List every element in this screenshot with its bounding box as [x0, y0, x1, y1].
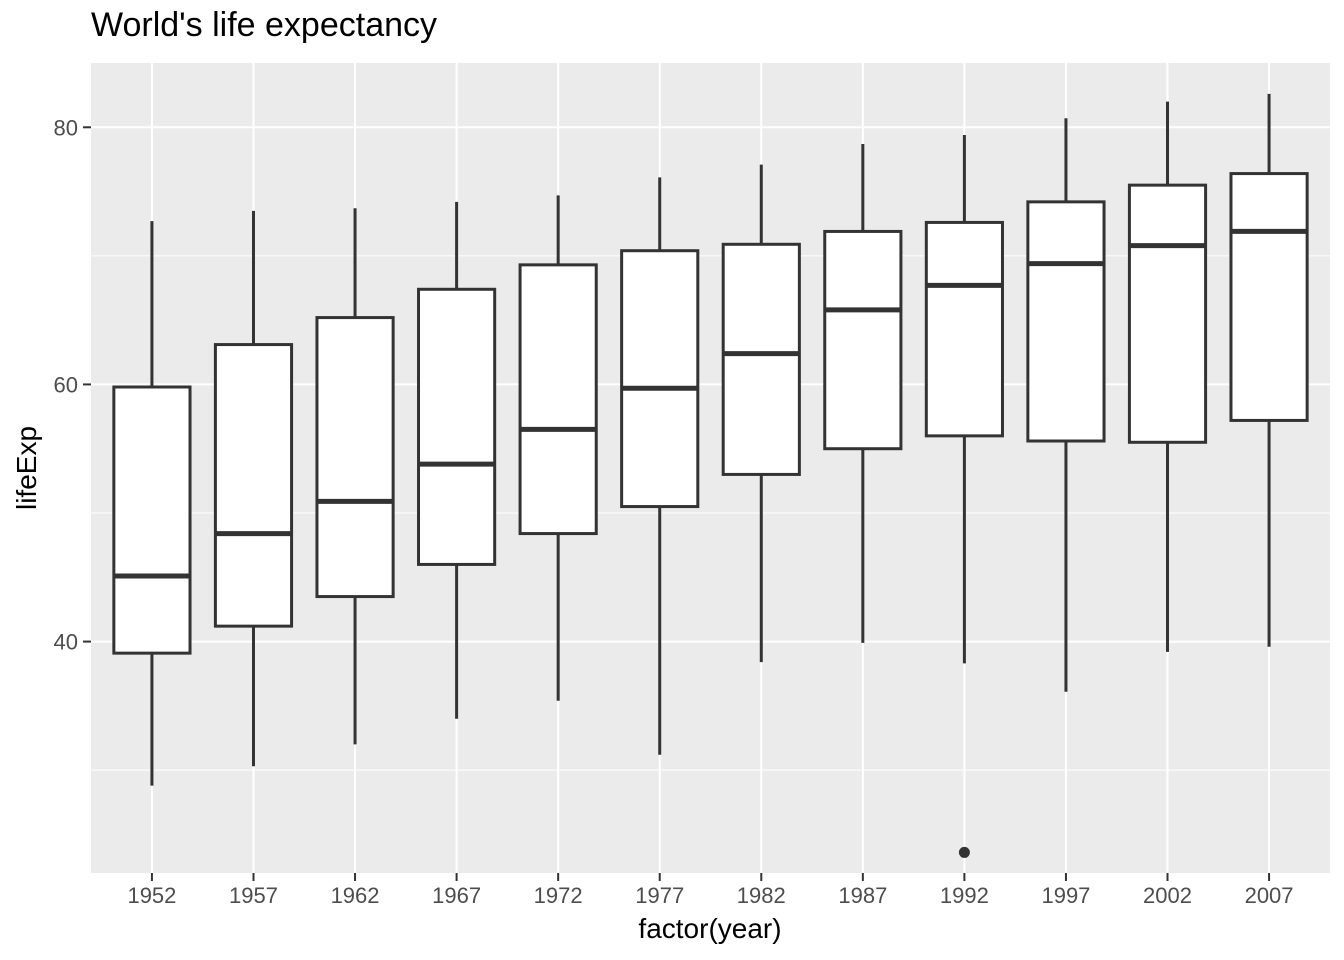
- y-tick-label: 80: [54, 115, 78, 140]
- x-tick-label: 2007: [1245, 883, 1294, 908]
- x-tick-label: 1987: [838, 883, 887, 908]
- iqr-box: [823, 229, 903, 451]
- x-tick-label: 2002: [1143, 883, 1192, 908]
- plot-panel: [91, 63, 1330, 873]
- x-tick-label: 1962: [331, 883, 380, 908]
- box-1977: [620, 177, 700, 755]
- box-1962: [315, 208, 395, 745]
- x-tick-label: 1957: [229, 883, 278, 908]
- axes-layer: 40 60 80 1952 1957 1962 1967 1972 1977 1982 1987 19…: [54, 115, 1294, 908]
- iqr-box: [518, 263, 598, 536]
- iqr-box: [1127, 183, 1208, 444]
- iqr-box: [1229, 172, 1309, 422]
- box-2007: [1229, 93, 1309, 647]
- box-1992: [924, 135, 1004, 858]
- iqr-box: [620, 249, 700, 509]
- iqr-box: [924, 220, 1004, 438]
- y-axis-title: lifeExp: [11, 426, 42, 510]
- iqr-box: [213, 343, 294, 628]
- chart-title: World's life expectancy: [91, 6, 438, 44]
- iqr-box: [1026, 200, 1106, 443]
- box-1957: [213, 210, 294, 767]
- box-1967: [417, 201, 497, 719]
- iqr-box: [721, 242, 801, 476]
- box-1952: [112, 221, 192, 786]
- x-tick-label: 1967: [432, 883, 481, 908]
- box-1972: [518, 195, 598, 701]
- x-tick-label: 1952: [127, 883, 176, 908]
- box-1982: [721, 164, 801, 663]
- box-1997: [1026, 118, 1106, 692]
- x-tick-label: 1997: [1041, 883, 1090, 908]
- iqr-box: [417, 287, 497, 566]
- iqr-box: [112, 385, 192, 655]
- y-tick-label: 60: [54, 372, 78, 397]
- box-1987: [823, 144, 903, 643]
- x-tick-label: 1992: [940, 883, 989, 908]
- outlier-point: [958, 846, 970, 858]
- x-tick-label: 1972: [534, 883, 583, 908]
- boxes-layer: [112, 93, 1309, 858]
- x-tick-label: 1982: [737, 883, 786, 908]
- y-tick-label: 40: [54, 630, 78, 655]
- iqr-box: [315, 316, 395, 599]
- x-tick-label: 1977: [635, 883, 684, 908]
- box-2002: [1127, 101, 1208, 652]
- x-axis-title: factor(year): [638, 913, 781, 944]
